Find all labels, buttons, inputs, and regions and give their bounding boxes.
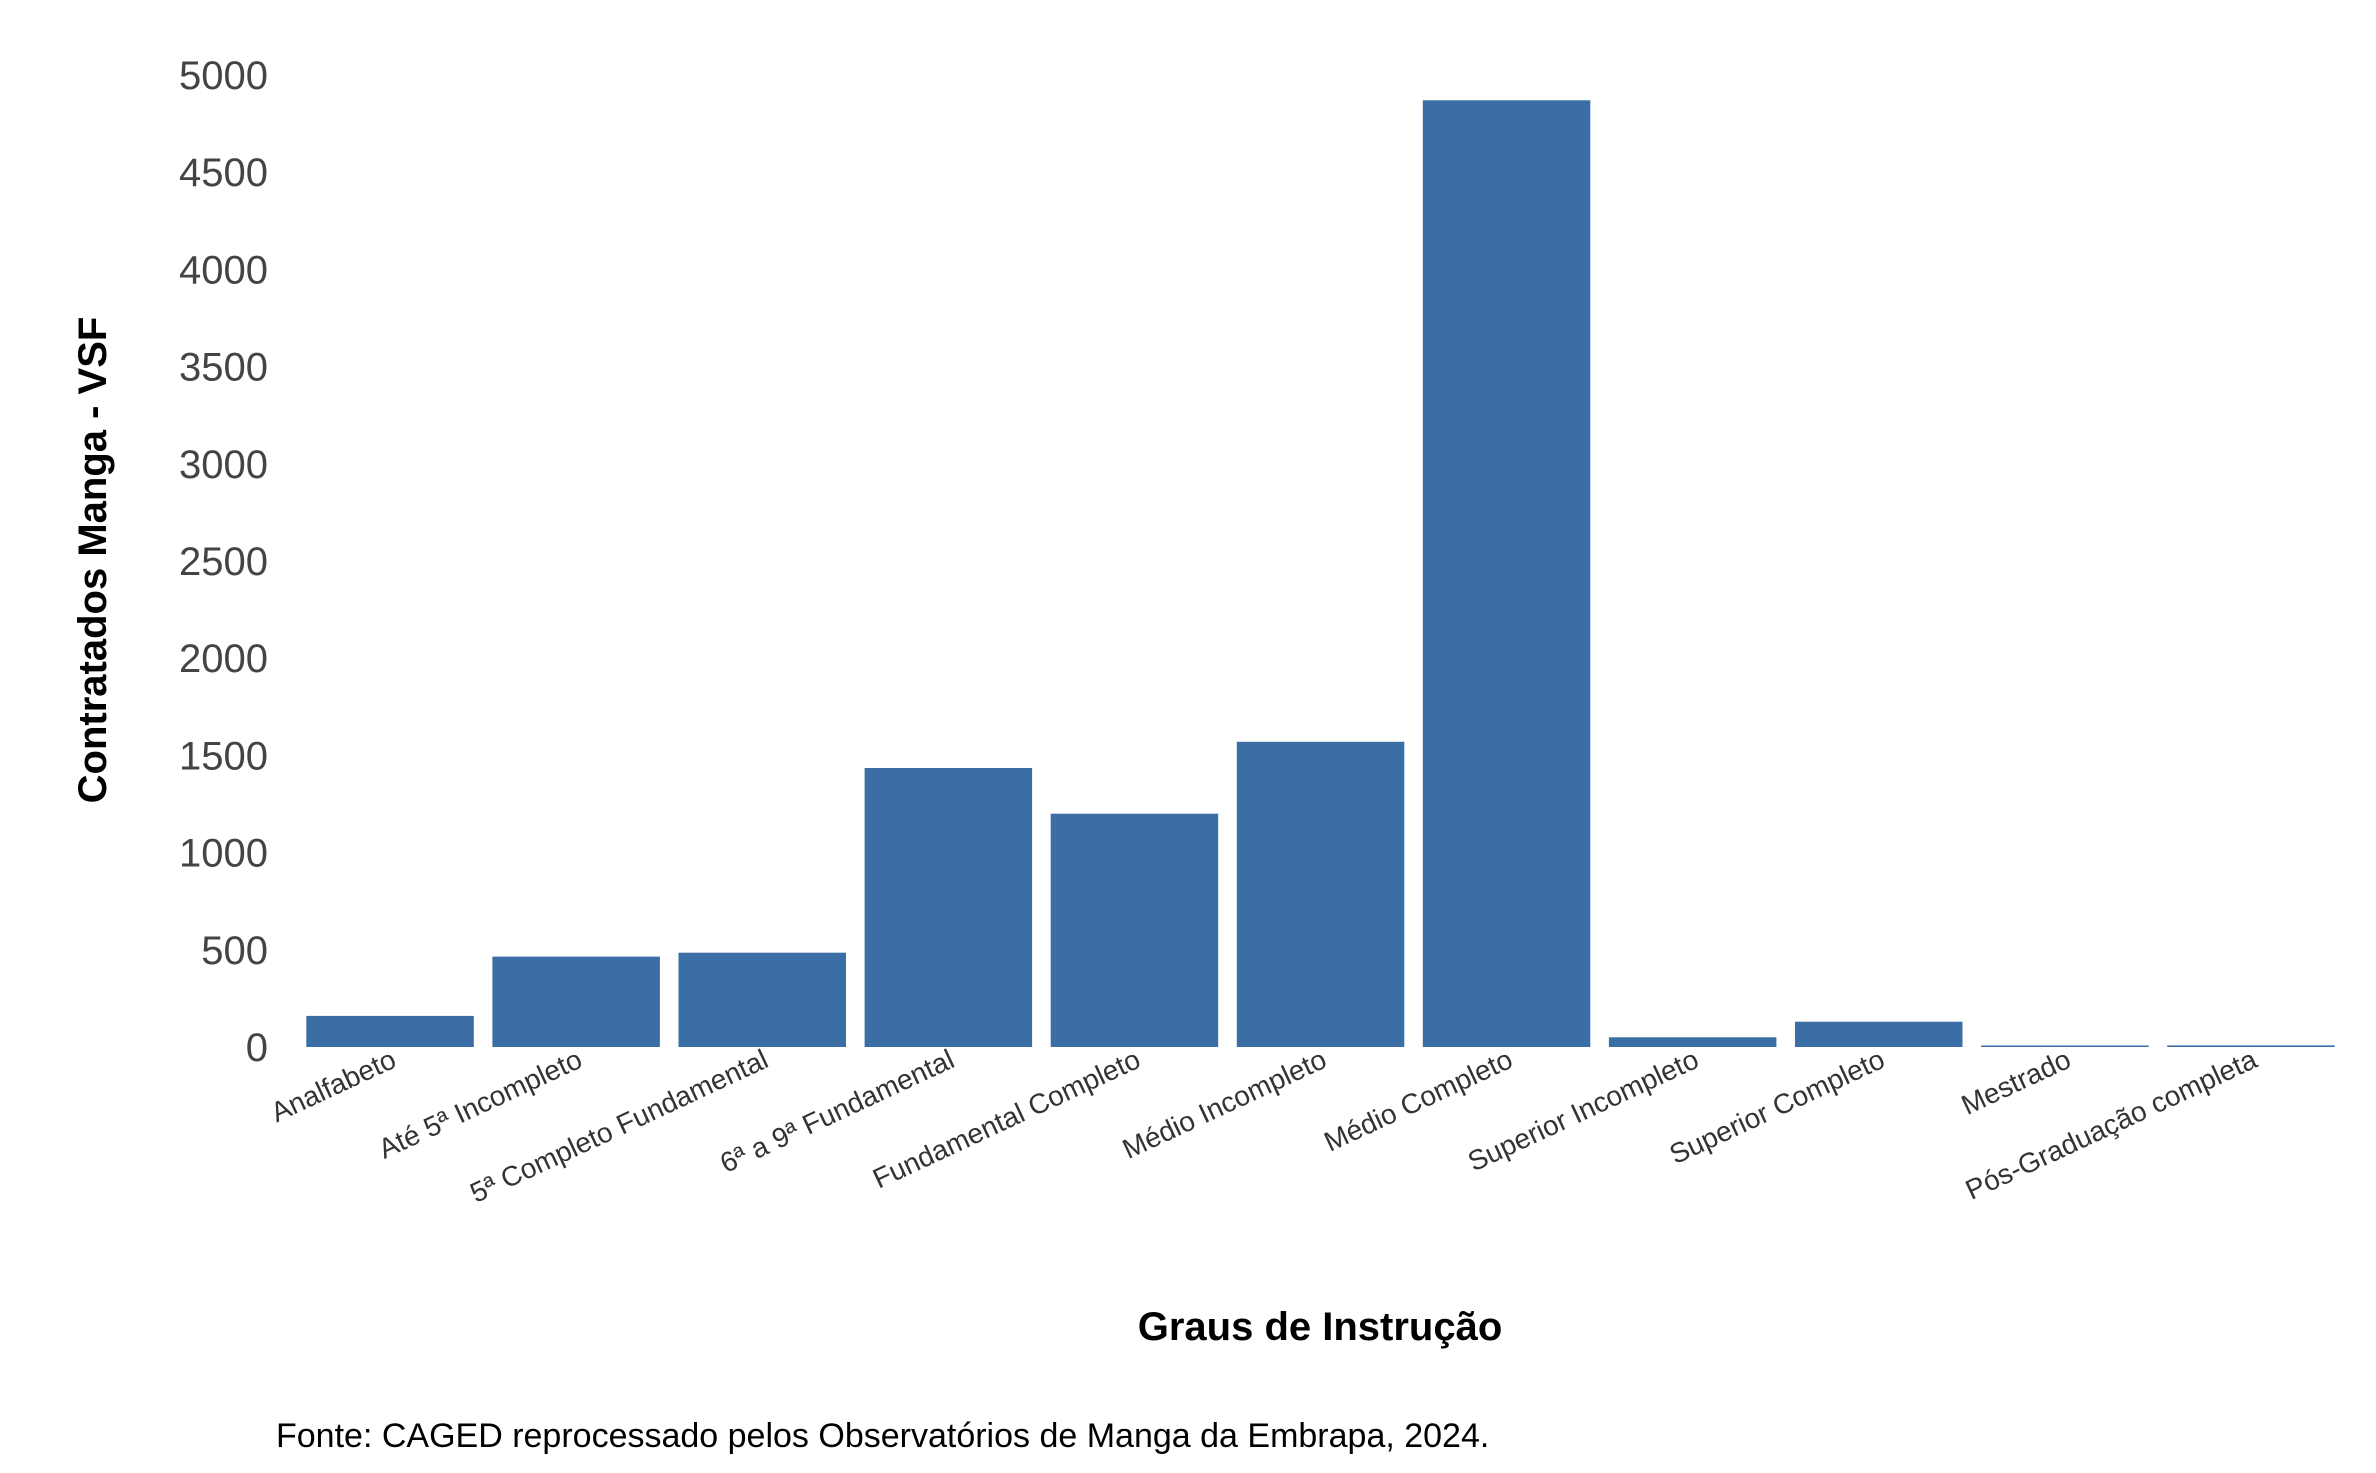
y-tick-label: 1500: [179, 734, 268, 778]
bar: [1422, 100, 1591, 1048]
y-axis-tick-labels: 0 500 1000 1500 2000 2500 3000 3500 4000 4500 5000: [179, 54, 268, 1070]
bar: [306, 1015, 474, 1047]
x-tick-label: 5ª Completo Fundamental: [465, 1043, 772, 1208]
y-tick-label: 5000: [179, 54, 268, 98]
bar: [864, 768, 1033, 1047]
bar: [1795, 1021, 1963, 1047]
y-tick-label: 4000: [179, 248, 268, 292]
bar: [1050, 813, 1219, 1047]
x-tick-label: Pós-Graduação completa: [1961, 1043, 2262, 1205]
bar: [1608, 1037, 1777, 1047]
y-tick-label: 3500: [179, 346, 268, 390]
bar: [678, 952, 846, 1047]
y-tick-label: 4500: [179, 151, 268, 195]
source-caption: Fonte: CAGED reprocessado pelos Observat…: [276, 1417, 1489, 1455]
y-tick-label: 1000: [179, 832, 268, 876]
x-tick-label: Mestrado: [1957, 1043, 2076, 1120]
y-axis-title: Contratados Manga - VSF: [71, 317, 115, 804]
bar: [492, 956, 660, 1047]
y-tick-label: 2500: [179, 540, 268, 584]
bar: [1981, 1045, 2149, 1047]
x-tick-label: Médio Incompleto: [1118, 1043, 1331, 1165]
y-tick-label: 3000: [179, 443, 268, 487]
bars-layer: [306, 100, 2335, 1048]
x-tick-label: Analfabeto: [266, 1043, 400, 1128]
y-tick-label: 500: [201, 929, 268, 973]
y-tick-label: 2000: [179, 637, 268, 681]
y-tick-label: 0: [246, 1026, 268, 1070]
bar: [2167, 1045, 2335, 1047]
x-axis-title: Graus de Instrução: [1138, 1305, 1503, 1349]
bar: [1236, 741, 1405, 1047]
